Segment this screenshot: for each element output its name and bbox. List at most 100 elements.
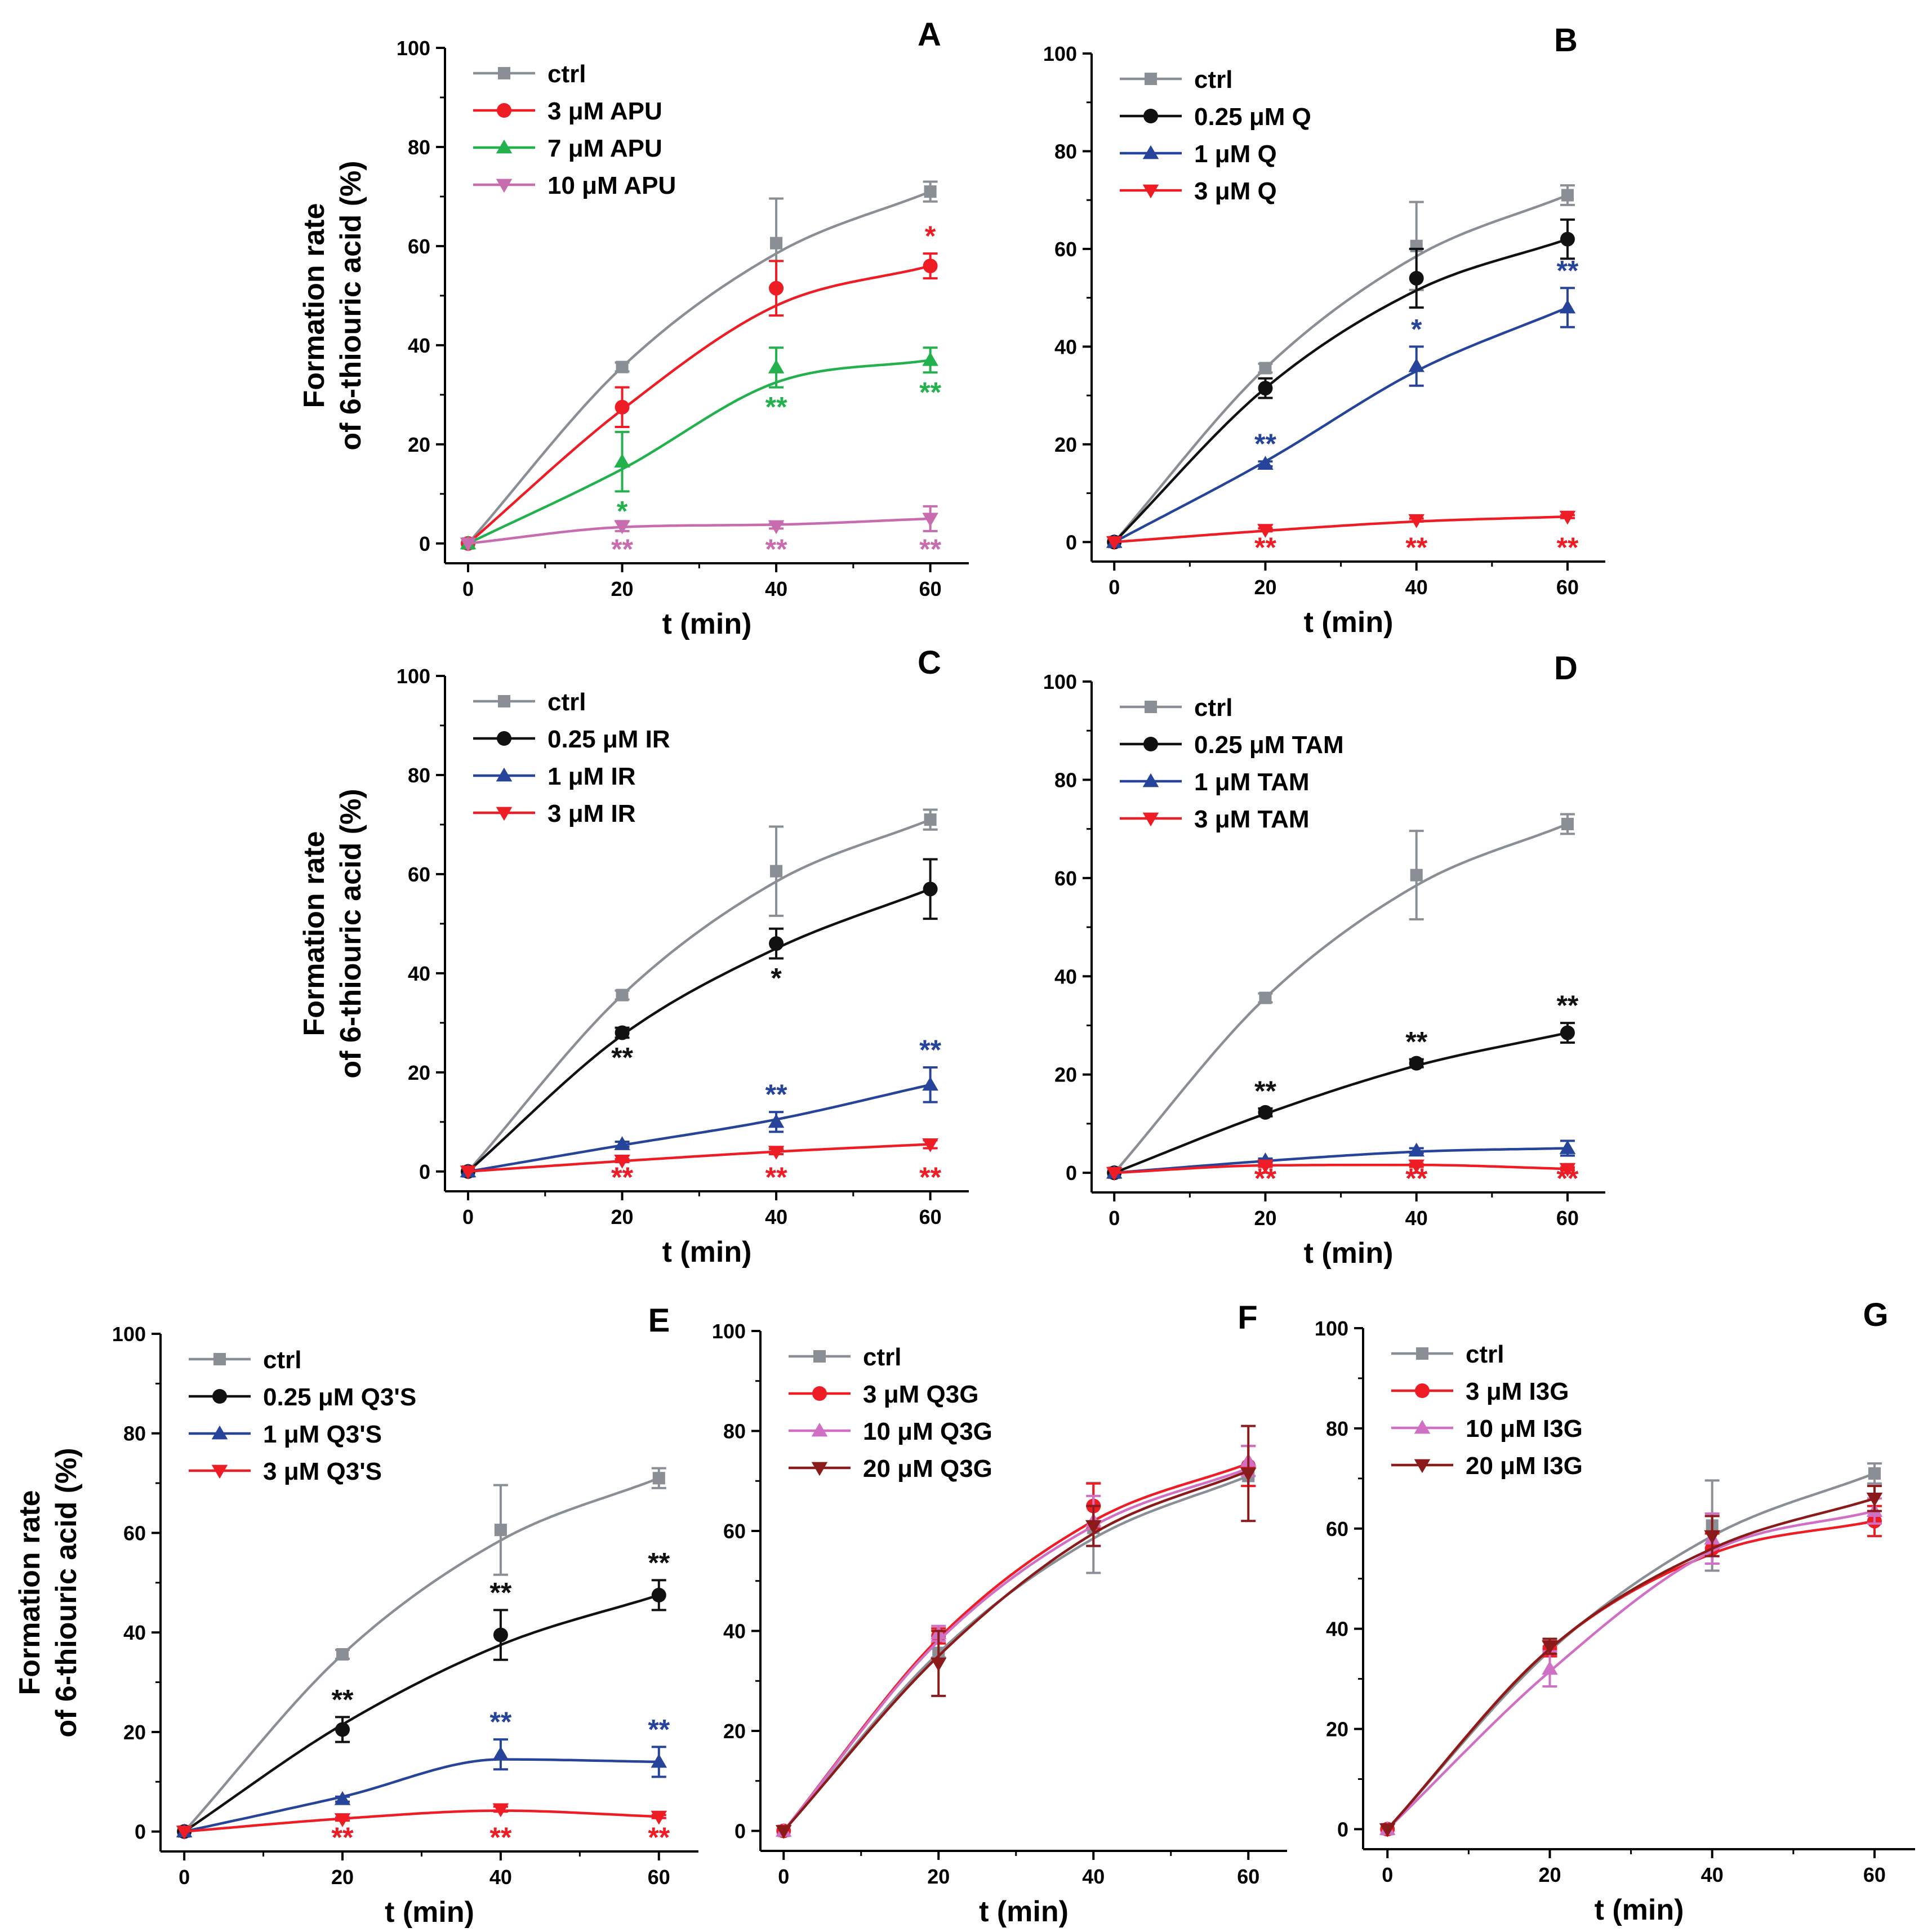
legend-entry: ctrl xyxy=(1120,694,1232,722)
data-point xyxy=(176,1826,193,1840)
legend-label: 20 μM Q3G xyxy=(863,1455,992,1483)
legend-marker xyxy=(1144,72,1158,86)
fit-line xyxy=(1114,1163,1568,1174)
data-point xyxy=(1560,1025,1575,1040)
y-tick-label: 40 xyxy=(1326,1618,1348,1641)
data-point xyxy=(614,1136,630,1150)
fit-line xyxy=(1113,194,1568,543)
y-axis-label-line2: of 6-thiouric acid (%) xyxy=(50,1448,83,1737)
y-axis-label-line2: of 6-thiouric acid (%) xyxy=(335,789,367,1078)
data-point xyxy=(336,1648,349,1661)
data-point xyxy=(930,1657,947,1672)
data-point xyxy=(615,399,630,415)
x-tick-label: 60 xyxy=(1863,1863,1886,1886)
legend-entry: 0.25 μM IR xyxy=(473,725,670,753)
data-point xyxy=(651,1587,666,1602)
x-tick-label: 40 xyxy=(765,1205,787,1228)
legend-label: 10 μM APU xyxy=(547,172,676,199)
legend-label: 3 μM TAM xyxy=(1194,805,1310,833)
x-tick-label: 60 xyxy=(919,577,942,600)
y-tick-label: 40 xyxy=(408,334,430,357)
data-point xyxy=(1866,1493,1883,1507)
legend-label: ctrl xyxy=(863,1343,901,1371)
series-0-25-m-ir: *** xyxy=(461,858,938,1179)
legend-label: 1 μM TAM xyxy=(1194,768,1310,796)
significance-marker: ** xyxy=(1556,255,1578,286)
data-point xyxy=(615,1025,630,1040)
data-point xyxy=(1559,1163,1576,1177)
fit-line xyxy=(467,888,931,1173)
series-ctrl xyxy=(1381,1462,1882,1836)
data-point xyxy=(1106,536,1123,550)
data-point xyxy=(922,1138,938,1152)
significance-marker: ** xyxy=(611,533,633,565)
data-point xyxy=(1085,1520,1102,1534)
data-point xyxy=(1257,456,1274,470)
legend-label: ctrl xyxy=(547,60,586,88)
data-point xyxy=(1559,299,1576,314)
fit-line xyxy=(1386,1472,1875,1830)
legend-marker xyxy=(497,731,511,746)
y-tick-label: 100 xyxy=(397,37,430,60)
legend-label: 7 μM APU xyxy=(547,135,662,162)
series-3-m-apu: * xyxy=(461,220,938,551)
data-point xyxy=(1259,991,1272,1004)
panel-letter: C xyxy=(918,644,941,681)
y-tick-label: 60 xyxy=(408,863,430,886)
significance-marker: ** xyxy=(489,1822,511,1853)
significance-marker: ** xyxy=(1405,532,1427,563)
fit-line xyxy=(782,1462,1249,1832)
legend-marker xyxy=(211,1464,228,1479)
y-tick-label: 0 xyxy=(419,1160,430,1183)
panel-letter: F xyxy=(1237,1299,1257,1336)
significance-marker: ** xyxy=(765,1079,787,1110)
y-tick-label: 40 xyxy=(723,1620,746,1643)
data-point xyxy=(1259,362,1272,375)
fit-line xyxy=(468,1083,931,1173)
data-point xyxy=(334,1813,351,1827)
y-tick-label: 80 xyxy=(408,136,430,159)
legend-marker xyxy=(212,1389,227,1404)
data-point xyxy=(1257,1159,1274,1174)
y-tick-label: 0 xyxy=(1066,1161,1077,1185)
legend-label: 3 μM Q3G xyxy=(863,1381,978,1408)
data-point xyxy=(494,1524,507,1537)
legend-entry: 3 μM I3G xyxy=(1391,1378,1569,1405)
legend-label: 1 μM Q3'S xyxy=(263,1421,382,1448)
series-10-m-apu: ** ** ** xyxy=(460,505,942,565)
data-point xyxy=(614,520,630,535)
x-tick-label: 40 xyxy=(1701,1863,1724,1886)
legend-label: 0.25 μM TAM xyxy=(1194,731,1344,759)
fit-line xyxy=(1113,822,1568,1174)
legend-label: 3 μM APU xyxy=(547,97,662,125)
y-tick-label: 60 xyxy=(1326,1517,1348,1541)
legend-entry: 3 μM Q3'S xyxy=(189,1458,382,1485)
significance-marker: ** xyxy=(1556,532,1578,563)
legend-marker xyxy=(1143,737,1158,751)
legend-marker xyxy=(496,179,513,193)
legend-entry: 20 μM Q3G xyxy=(789,1455,992,1483)
series-3-m-q3-s: ** ** ** xyxy=(176,1803,670,1853)
data-point xyxy=(924,813,937,826)
significance-marker: ** xyxy=(648,1713,670,1745)
significance-marker: ** xyxy=(611,1161,633,1193)
panel-letter: A xyxy=(918,16,941,53)
legend-marker xyxy=(1142,145,1159,159)
series-1-m-q3-s: ** ** ** xyxy=(176,1706,670,1853)
data-point xyxy=(335,1722,350,1737)
x-axis-label: t (min) xyxy=(662,1236,752,1268)
fit-line xyxy=(1114,1147,1568,1174)
series-3-m-ir: ** ** ** xyxy=(460,1138,942,1193)
y-tick-label: 20 xyxy=(1054,433,1077,456)
x-axis-label: t (min) xyxy=(662,608,752,640)
y-tick-label: 0 xyxy=(1066,531,1077,554)
series-3-m-q: ** ** ** xyxy=(1106,510,1579,563)
legend-entry: 3 μM Q3G xyxy=(789,1381,978,1408)
data-point xyxy=(1258,1105,1273,1120)
legend-label: 1 μM Q xyxy=(1194,140,1277,168)
significance-marker: * xyxy=(925,220,936,252)
data-point xyxy=(1868,1467,1881,1480)
y-tick-label: 60 xyxy=(123,1521,146,1544)
y-tick-label: 20 xyxy=(1054,1063,1077,1087)
